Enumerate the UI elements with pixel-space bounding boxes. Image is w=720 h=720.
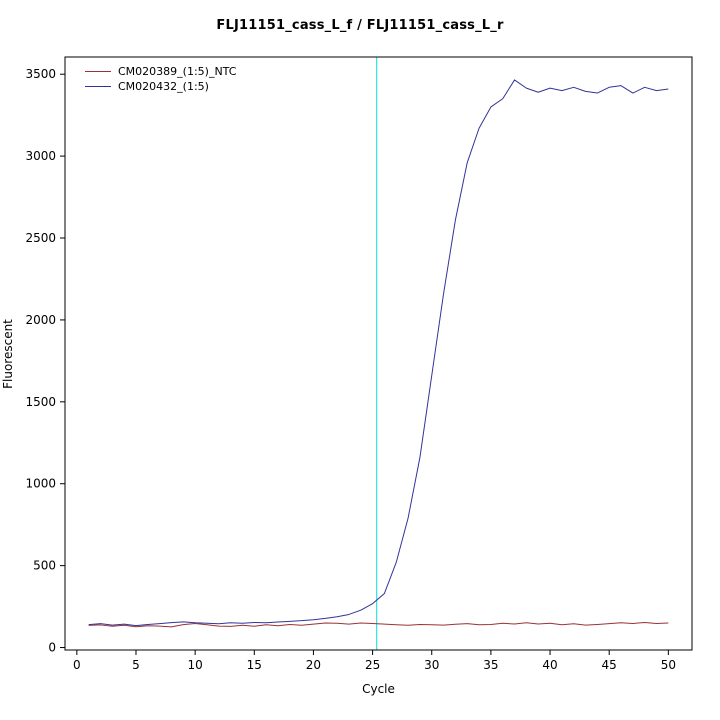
- legend-line-swatch: [85, 86, 111, 87]
- x-axis-tick-label: 45: [602, 658, 617, 672]
- x-axis-tick-label: 5: [132, 658, 140, 672]
- x-axis-tick-label: 10: [187, 658, 202, 672]
- series-line-0: [88, 621, 669, 628]
- x-axis-tick-label: 50: [661, 658, 676, 672]
- chart-title: FLJ11151_cass_L_f / FLJ11151_cass_L_r: [216, 18, 504, 33]
- legend-item-label: CM020432_(1:5): [118, 80, 209, 93]
- x-axis-title: Cycle: [362, 682, 395, 696]
- y-axis-tick-label: 2000: [25, 313, 56, 327]
- y-axis-tick-label: 3000: [25, 149, 56, 163]
- y-axis-tick-label: 2500: [25, 231, 56, 245]
- x-axis-tick-label: 20: [306, 658, 321, 672]
- x-axis-tick-label: 15: [247, 658, 262, 672]
- x-axis-tick-label: 40: [542, 658, 557, 672]
- x-axis-tick-label: 35: [483, 658, 498, 672]
- y-axis-tick-label: 1000: [25, 477, 56, 491]
- x-axis-tick-label: 0: [73, 658, 81, 672]
- legend-item: CM020389_(1:5)_NTC: [85, 64, 236, 79]
- legend: CM020389_(1:5)_NTC CM020432_(1:5): [85, 64, 236, 94]
- x-axis-tick-label: 25: [365, 658, 380, 672]
- x-axis-tick-label: 30: [424, 658, 439, 672]
- legend-line-swatch: [85, 71, 111, 72]
- series-line-1: [88, 79, 669, 627]
- y-axis-tick-label: 3500: [25, 67, 56, 81]
- legend-item-label: CM020389_(1:5)_NTC: [118, 65, 237, 78]
- y-axis-tick-label: 0: [48, 641, 56, 655]
- legend-item: CM020432_(1:5): [85, 79, 236, 94]
- plot-box: [64, 56, 693, 651]
- y-axis-title: Fluorescent: [1, 319, 15, 389]
- y-axis-tick-label: 500: [33, 559, 56, 573]
- y-axis-tick-label: 1500: [25, 395, 56, 409]
